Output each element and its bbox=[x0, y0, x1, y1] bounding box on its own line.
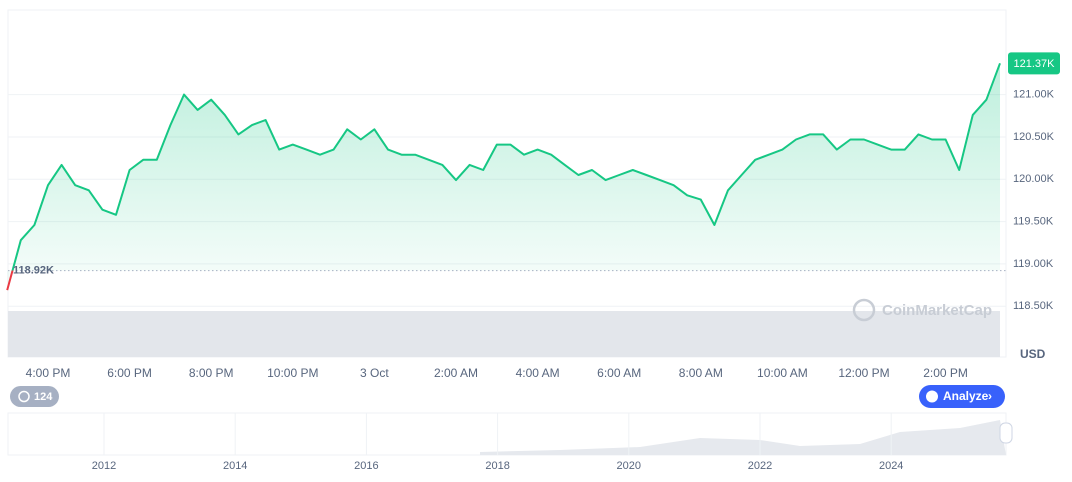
y-tick-label: 119.50K bbox=[1013, 215, 1054, 227]
x-tick-label: 2:00 PM bbox=[923, 366, 968, 380]
y-tick-label: 119.00K bbox=[1013, 258, 1054, 270]
price-area bbox=[7, 63, 1000, 291]
volume-band bbox=[8, 311, 1000, 357]
x-tick-label: 6:00 AM bbox=[597, 366, 641, 380]
x-tick-label: 4:00 PM bbox=[26, 366, 71, 380]
watermark: CoinMarketCap bbox=[852, 298, 992, 322]
x-tick-label: 8:00 PM bbox=[189, 366, 234, 380]
navigator-area bbox=[480, 420, 1006, 455]
y-tick-label: 120.50K bbox=[1013, 131, 1055, 143]
x-tick-label: 6:00 PM bbox=[107, 366, 152, 380]
navigator-year: 2018 bbox=[485, 460, 509, 472]
y-unit: USD bbox=[1020, 347, 1046, 361]
history-count: 124 bbox=[34, 391, 53, 403]
navigator-year: 2016 bbox=[354, 460, 378, 472]
analyze-button[interactable]: Analyze › bbox=[919, 385, 1005, 408]
navigator-year: 2020 bbox=[617, 460, 641, 472]
y-tick-label: 120.00K bbox=[1013, 173, 1055, 185]
watermark-text: CoinMarketCap bbox=[882, 302, 992, 319]
x-tick-label: 2:00 AM bbox=[434, 366, 478, 380]
analyze-label: Analyze bbox=[943, 389, 989, 403]
history-badge[interactable]: 124 bbox=[10, 386, 59, 407]
navigator-handle[interactable] bbox=[999, 422, 1013, 444]
price-tag bbox=[1008, 52, 1060, 75]
y-tick-label: 118.50K bbox=[1013, 300, 1054, 312]
x-tick-label: 10:00 AM bbox=[757, 366, 808, 380]
navigator-year: 2012 bbox=[92, 460, 116, 472]
navigator-year: 2014 bbox=[223, 460, 247, 472]
price-tag-label: 121.37K bbox=[1014, 58, 1056, 70]
x-tick-label: 3 Oct bbox=[360, 366, 389, 380]
x-tick-label: 12:00 PM bbox=[838, 366, 889, 380]
chevron: › bbox=[988, 389, 992, 403]
price-line bbox=[6, 62, 1001, 291]
x-tick-label: 8:00 AM bbox=[679, 366, 723, 380]
navigator-year: 2024 bbox=[879, 460, 903, 472]
navigator-year: 2022 bbox=[748, 460, 772, 472]
y-tick-label: 121.00K bbox=[1013, 89, 1055, 101]
x-tick-label: 4:00 AM bbox=[516, 366, 560, 380]
baseline-label: 118.92K bbox=[13, 265, 54, 277]
x-tick-label: 10:00 PM bbox=[267, 366, 318, 380]
